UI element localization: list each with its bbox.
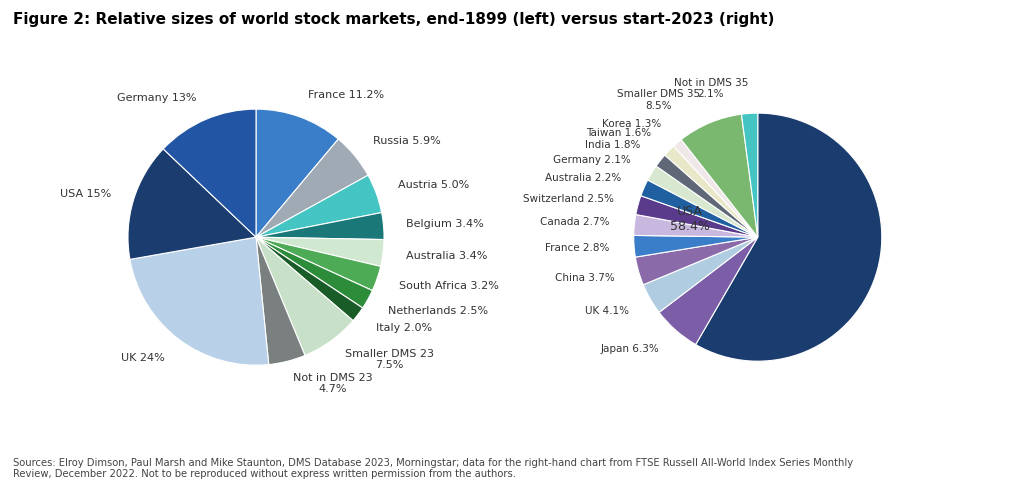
Text: Switzerland 2.5%: Switzerland 2.5%: [523, 194, 614, 204]
Text: Figure 2: Relative sizes of world stock markets, end-1899 (left) versus start-20: Figure 2: Relative sizes of world stock …: [13, 12, 775, 27]
Text: Sources: Elroy Dimson, Paul Marsh and Mike Staunton, DMS Database 2023, Mornings: Sources: Elroy Dimson, Paul Marsh and Mi…: [13, 457, 853, 479]
Text: USA
58.4%: USA 58.4%: [670, 205, 710, 232]
Wedge shape: [741, 113, 758, 237]
Text: France 2.8%: France 2.8%: [545, 243, 609, 253]
Wedge shape: [695, 113, 882, 361]
Wedge shape: [256, 237, 362, 321]
Text: Germany 13%: Germany 13%: [117, 93, 197, 103]
Text: Italy 2.0%: Italy 2.0%: [377, 323, 432, 333]
Wedge shape: [256, 237, 384, 266]
Wedge shape: [635, 237, 758, 285]
Wedge shape: [256, 237, 305, 364]
Text: Not in DMS 35
2.1%: Not in DMS 35 2.1%: [674, 78, 748, 99]
Wedge shape: [659, 237, 758, 345]
Wedge shape: [256, 109, 338, 237]
Wedge shape: [636, 196, 758, 237]
Wedge shape: [634, 235, 758, 257]
Text: Netherlands 2.5%: Netherlands 2.5%: [388, 306, 488, 316]
Wedge shape: [256, 175, 382, 237]
Text: Belgium 3.4%: Belgium 3.4%: [407, 219, 484, 229]
Wedge shape: [256, 237, 381, 290]
Wedge shape: [163, 109, 256, 237]
Wedge shape: [128, 149, 256, 259]
Wedge shape: [641, 180, 758, 237]
Text: Smaller DMS 35
8.5%: Smaller DMS 35 8.5%: [616, 89, 700, 111]
Text: UK 24%: UK 24%: [121, 352, 165, 363]
Text: Taiwan 1.6%: Taiwan 1.6%: [586, 128, 651, 138]
Wedge shape: [656, 155, 758, 237]
Text: UK 4.1%: UK 4.1%: [585, 306, 629, 317]
Wedge shape: [256, 237, 353, 355]
Text: Australia 3.4%: Australia 3.4%: [406, 251, 487, 261]
Wedge shape: [643, 237, 758, 312]
Text: Australia 2.2%: Australia 2.2%: [545, 173, 622, 183]
Wedge shape: [256, 139, 368, 237]
Wedge shape: [681, 114, 758, 237]
Text: Austria 5.0%: Austria 5.0%: [398, 181, 469, 191]
Text: South Africa 3.2%: South Africa 3.2%: [399, 281, 499, 291]
Wedge shape: [647, 166, 758, 237]
Wedge shape: [256, 212, 384, 240]
Text: Smaller DMS 23
7.5%: Smaller DMS 23 7.5%: [344, 349, 433, 370]
Text: Not in DMS 23
4.7%: Not in DMS 23 4.7%: [293, 373, 373, 394]
Text: India 1.8%: India 1.8%: [586, 140, 641, 150]
Text: China 3.7%: China 3.7%: [555, 273, 614, 283]
Text: USA 15%: USA 15%: [60, 189, 112, 198]
Wedge shape: [256, 237, 373, 308]
Text: Korea 1.3%: Korea 1.3%: [602, 119, 662, 129]
Wedge shape: [130, 237, 268, 365]
Wedge shape: [634, 214, 758, 237]
Text: Canada 2.7%: Canada 2.7%: [540, 217, 609, 227]
Text: Russia 5.9%: Russia 5.9%: [373, 136, 440, 146]
Text: Germany 2.1%: Germany 2.1%: [553, 155, 631, 165]
Text: Japan 6.3%: Japan 6.3%: [601, 344, 659, 354]
Wedge shape: [665, 146, 758, 237]
Wedge shape: [674, 139, 758, 237]
Text: France 11.2%: France 11.2%: [307, 90, 384, 100]
